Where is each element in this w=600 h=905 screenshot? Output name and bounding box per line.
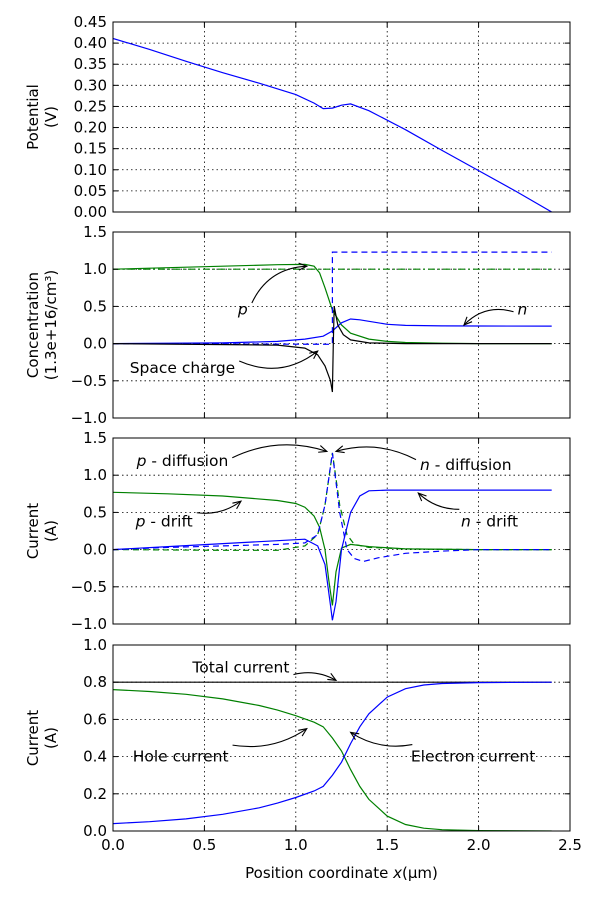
y-tick-label: 0.30 [74, 76, 107, 94]
y-tick-label: −0.5 [71, 578, 107, 596]
series-line-green-solid [113, 491, 552, 606]
annotation-label: p - diffusion [136, 452, 229, 470]
y-tick-label: 0.8 [83, 673, 107, 691]
panel-3: −1.0 −0.5 0.0 0.5 1.0 1.5 Current (A) p - diffus… [24, 429, 571, 633]
y-tick-label: 0.5 [83, 297, 107, 315]
y-tick-label: −0.5 [71, 372, 107, 390]
series-line-blue-solid [113, 681, 552, 825]
series-line-green-dashed [113, 452, 552, 551]
annotation-arrow-head [327, 673, 338, 682]
y-axis-label-unit: (1.3e+16/cm³) [42, 270, 60, 380]
y-tick-label: 0.00 [74, 203, 107, 221]
annotation-arrow [251, 265, 307, 304]
panel-1: 0.00 0.05 0.10 0.15 0.20 0.25 0.30 0.35 0.40 0.45… [24, 13, 571, 221]
y-tick-label: 1.5 [83, 223, 107, 241]
annotation-label: Space charge [130, 359, 235, 377]
y-tick-label: 0.5 [83, 503, 107, 521]
annotation-arrow [417, 492, 460, 510]
annotation-arrow-head [318, 445, 329, 453]
y-tick-label: 0.10 [74, 161, 107, 179]
annotation-arrow-head [334, 445, 345, 454]
plot-frame [112, 437, 571, 625]
y-tick-label: 1.5 [83, 429, 107, 447]
annotation-arrow [238, 350, 319, 369]
y-tick-label: 1.0 [83, 260, 107, 278]
series-line-blue-dashed [113, 452, 552, 563]
annotation-label: Total current [191, 658, 289, 676]
annotation-label: p - drift [135, 512, 193, 530]
plot-frame [112, 644, 571, 832]
x-tick-label: 2.0 [467, 836, 491, 854]
y-tick-label: 1.0 [83, 636, 107, 654]
annotation-arrow-head [298, 727, 308, 737]
y-axis-label-unit: (V) [42, 106, 60, 128]
annotation-label: Hole current [133, 748, 229, 766]
annotation-arrow-head [309, 350, 319, 359]
plot-frame [112, 231, 571, 419]
y-tick-label: 1.0 [83, 466, 107, 484]
annotation-arrow [335, 446, 417, 461]
y-tick-label: 0.20 [74, 119, 107, 137]
y-axis-label: Current [24, 503, 42, 559]
annotation-arrow-head [298, 262, 309, 271]
annotation-label: p [237, 300, 248, 318]
y-tick-label: 0.05 [74, 182, 107, 200]
annotation-arrow [463, 308, 514, 326]
annotation-label: n [518, 300, 528, 318]
y-tick-label: 0.0 [83, 335, 107, 353]
series-line-green-solid [113, 689, 552, 831]
annotation-arrow-head [463, 316, 473, 326]
plot-frame [112, 21, 571, 213]
annotation-arrow-head [349, 731, 360, 741]
y-axis-label: Concentration [24, 272, 42, 378]
y-tick-label: 0.15 [74, 140, 107, 158]
annotation-arrow-head [417, 492, 427, 502]
x-tick-label: 2.5 [558, 836, 582, 854]
y-tick-label: 0.0 [83, 822, 107, 840]
x-tick-label: 0.5 [192, 836, 216, 854]
x-tick-label: 1.0 [284, 836, 308, 854]
y-axis-label: Current [24, 710, 42, 766]
panel-4: 0.0 0.2 0.4 0.6 0.8 1.0 0.0 0.5 1.0 1.5 2.0 2.5 Curr… [24, 636, 582, 882]
y-tick-label: 0.4 [83, 748, 107, 766]
series-line-black-solid [113, 306, 552, 393]
y-axis-label: Potential [24, 84, 42, 150]
annotation-arrow [196, 500, 242, 514]
annotation-arrow-head [232, 500, 243, 510]
y-tick-label: 0.40 [74, 34, 107, 52]
y-tick-label: −1.0 [71, 409, 107, 427]
y-axis-label-unit: (A) [42, 520, 60, 542]
annotation-arrow [232, 444, 328, 459]
series-line-blue-solid [113, 489, 552, 621]
y-tick-label: 0.2 [83, 785, 107, 803]
x-axis-label: Position coordinate x(μm) [245, 864, 438, 882]
x-tick-label: 1.5 [375, 836, 399, 854]
annotation-label: Electron current [411, 748, 535, 766]
y-tick-label: 0.25 [74, 97, 107, 115]
series-line-blue-solid [113, 318, 552, 345]
y-tick-label: 0.45 [74, 13, 107, 31]
y-tick-label: 0.6 [83, 710, 107, 728]
annotation-label: n - drift [461, 512, 518, 530]
series-line-blue-dashed [113, 251, 552, 345]
y-axis-label-unit: (A) [42, 727, 60, 749]
x-tick-label: 0.0 [101, 836, 125, 854]
panel-2: −1.0 −0.5 0.0 0.5 1.0 1.5 Concentration (1.3e+1… [24, 223, 571, 427]
annotation-arrow [293, 672, 337, 681]
series-line-blue-solid [113, 37, 553, 212]
y-tick-label: 0.35 [74, 55, 107, 73]
y-tick-label: 0.0 [83, 541, 107, 559]
annotation-arrow [232, 728, 308, 748]
annotation-arrow [350, 731, 413, 747]
annotation-label: n - diffusion [420, 456, 512, 474]
y-tick-label: −1.0 [71, 615, 107, 633]
